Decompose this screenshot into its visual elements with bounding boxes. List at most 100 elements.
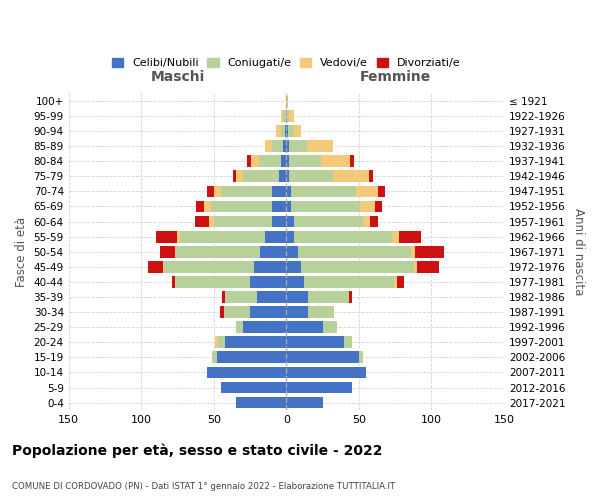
Bar (209, 216, 214, 228)
Bar (172, 276, 175, 288)
Text: Maschi: Maschi (151, 70, 205, 85)
Bar (298, 246, 411, 258)
Bar (378, 186, 385, 198)
Bar (272, 140, 283, 152)
Bar (214, 216, 272, 228)
Bar (307, 140, 333, 152)
Bar (304, 276, 394, 288)
Bar (272, 216, 286, 228)
Bar (286, 322, 323, 333)
Bar (397, 276, 404, 288)
Bar (276, 125, 281, 137)
Bar (285, 125, 286, 137)
Bar (203, 200, 211, 212)
Bar (286, 110, 289, 122)
Bar (233, 170, 236, 182)
Bar (215, 336, 218, 348)
Bar (289, 110, 293, 122)
Text: COMUNE DI CORDOVADO (PN) - Dati ISTAT 1° gennaio 2022 - Elaborazione TUTTITALIA.: COMUNE DI CORDOVADO (PN) - Dati ISTAT 1°… (12, 482, 395, 491)
Bar (156, 231, 178, 242)
Bar (361, 200, 375, 212)
Bar (370, 216, 378, 228)
Bar (214, 186, 221, 198)
Bar (350, 156, 355, 167)
Bar (286, 291, 308, 303)
Bar (414, 261, 417, 272)
Bar (289, 156, 321, 167)
Bar (206, 186, 214, 198)
Bar (286, 246, 298, 258)
Bar (281, 125, 285, 137)
Bar (394, 276, 397, 288)
Bar (333, 170, 369, 182)
Text: Femmine: Femmine (359, 70, 431, 85)
Bar (415, 246, 445, 258)
Legend: Celibi/Nubili, Coniugati/e, Vedovi/e, Divorziati/e: Celibi/Nubili, Coniugati/e, Vedovi/e, Di… (109, 54, 464, 72)
Bar (254, 261, 286, 272)
Bar (218, 336, 226, 348)
Bar (279, 170, 286, 182)
Bar (289, 140, 307, 152)
Bar (286, 186, 290, 198)
Bar (160, 246, 175, 258)
Bar (290, 186, 356, 198)
Bar (359, 352, 363, 363)
Bar (375, 200, 382, 212)
Bar (301, 261, 414, 272)
Bar (217, 352, 286, 363)
Bar (356, 186, 378, 198)
Bar (250, 276, 286, 288)
Bar (257, 291, 286, 303)
Bar (281, 110, 283, 122)
Bar (236, 170, 243, 182)
Y-axis label: Fasce di età: Fasce di età (15, 216, 28, 287)
Bar (211, 200, 272, 212)
Bar (286, 125, 288, 137)
Bar (286, 306, 308, 318)
Bar (411, 246, 415, 258)
Bar (286, 261, 301, 272)
Bar (212, 352, 217, 363)
Text: Popolazione per età, sesso e stato civile - 2022: Popolazione per età, sesso e stato civil… (12, 443, 383, 458)
Bar (163, 261, 164, 272)
Bar (293, 216, 363, 228)
Bar (286, 336, 344, 348)
Bar (196, 200, 203, 212)
Bar (283, 110, 286, 122)
Bar (206, 366, 286, 378)
Bar (293, 231, 392, 242)
Bar (363, 216, 370, 228)
Bar (223, 291, 226, 303)
Bar (226, 336, 286, 348)
Bar (260, 246, 286, 258)
Bar (286, 170, 289, 182)
Bar (400, 231, 421, 242)
Bar (283, 140, 286, 152)
Bar (243, 322, 286, 333)
Bar (247, 156, 251, 167)
Bar (175, 276, 250, 288)
Bar (281, 156, 286, 167)
Bar (286, 200, 290, 212)
Bar (286, 95, 288, 107)
Bar (289, 170, 333, 182)
Bar (288, 125, 293, 137)
Bar (321, 156, 350, 167)
Bar (286, 216, 293, 228)
Bar (272, 200, 286, 212)
Bar (286, 352, 359, 363)
Bar (176, 246, 260, 258)
Bar (236, 396, 286, 408)
Bar (293, 125, 301, 137)
Bar (286, 231, 293, 242)
Bar (265, 231, 286, 242)
Bar (178, 231, 181, 242)
Bar (220, 306, 224, 318)
Bar (308, 306, 334, 318)
Bar (323, 322, 337, 333)
Bar (236, 322, 243, 333)
Bar (250, 306, 286, 318)
Y-axis label: Anni di nascita: Anni di nascita (572, 208, 585, 296)
Bar (195, 216, 209, 228)
Bar (221, 382, 286, 394)
